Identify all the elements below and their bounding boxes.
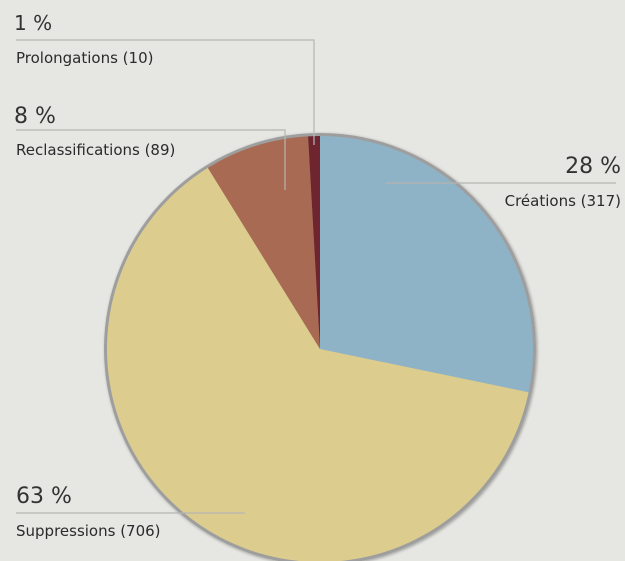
percent-label-prolongations: 1 % xyxy=(14,11,52,35)
pie-slice-suppressions xyxy=(107,167,529,561)
percent-label-creations: 28 % xyxy=(565,154,621,179)
slice-label-suppressions: Suppressions (706) xyxy=(16,522,161,540)
percent-label-reclassifications: 8 % xyxy=(14,104,56,129)
slice-label-creations: Créations (317) xyxy=(505,192,621,210)
percent-label-suppressions: 63 % xyxy=(16,484,72,509)
leader-line-prolongations xyxy=(16,39,315,145)
pie-slice-prolongations xyxy=(308,135,320,349)
pie-slice-reclassifications xyxy=(207,136,320,349)
leader-line-reclassifications xyxy=(16,129,286,190)
slice-label-prolongations: Prolongations (10) xyxy=(16,49,153,67)
slice-label-reclassifications: Reclassifications (89) xyxy=(16,141,175,159)
pie-slice-crations xyxy=(320,136,534,393)
